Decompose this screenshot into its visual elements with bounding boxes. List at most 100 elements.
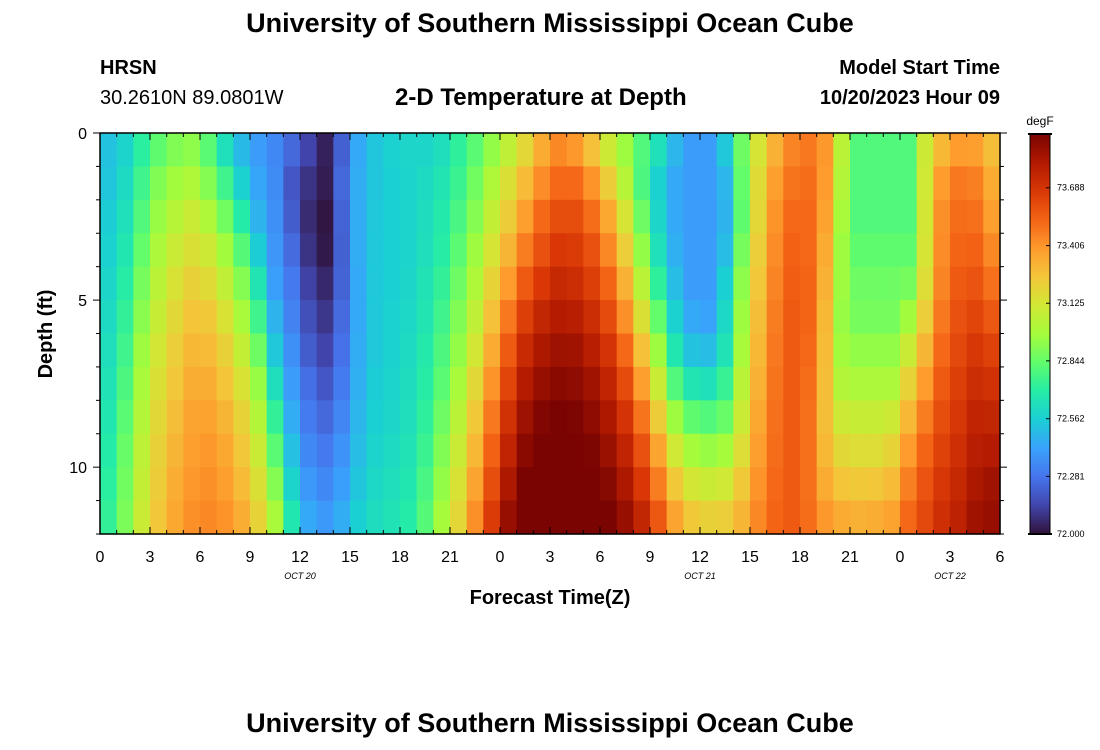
- heatmap-cell: [916, 266, 934, 301]
- heatmap-cell: [216, 166, 234, 201]
- heatmap-cell: [150, 300, 168, 335]
- heatmap-cell: [116, 500, 134, 535]
- heatmap-cell: [550, 366, 568, 401]
- heatmap-cell: [333, 366, 351, 401]
- heatmap-cell: [700, 300, 718, 335]
- heatmap-cell: [583, 266, 601, 301]
- heatmap-cell: [183, 166, 201, 201]
- heatmap-cell: [966, 266, 984, 301]
- heatmap-cell: [866, 467, 884, 502]
- heatmap-cell: [100, 366, 118, 401]
- heatmap-cell: [183, 133, 201, 168]
- heatmap-cell: [300, 400, 318, 435]
- heatmap-cell: [916, 467, 934, 502]
- heatmap-cell: [266, 133, 284, 168]
- heatmap-cell: [383, 300, 401, 335]
- heatmap-cell: [733, 433, 751, 468]
- heatmap-cell: [516, 467, 534, 502]
- heatmap-cell: [316, 300, 334, 335]
- heatmap-cell: [883, 366, 901, 401]
- heatmap-cell: [200, 233, 218, 268]
- heatmap-cell: [450, 133, 468, 168]
- heatmap-cell: [550, 333, 568, 368]
- heatmap-cell: [433, 266, 451, 301]
- heatmap-cell: [350, 400, 368, 435]
- heatmap-cell: [583, 133, 601, 168]
- heatmap-cell: [616, 433, 634, 468]
- heatmap-cell: [350, 433, 368, 468]
- heatmap-cell: [166, 199, 184, 234]
- heatmap-cell: [300, 233, 318, 268]
- heatmap-cell: [116, 199, 134, 234]
- date-label: OCT 22: [934, 571, 966, 581]
- x-tick-label: 9: [646, 549, 655, 566]
- heatmap-cell: [983, 300, 1001, 335]
- y-tick-label: 10: [69, 460, 87, 477]
- heatmap-cell: [116, 400, 134, 435]
- heatmap-cell: [250, 500, 268, 535]
- heatmap-cell: [216, 333, 234, 368]
- heatmap-cell: [800, 467, 818, 502]
- heatmap-cell: [683, 366, 701, 401]
- heatmap-cell: [250, 266, 268, 301]
- heatmap-cell: [416, 300, 434, 335]
- heatmap-cell: [533, 467, 551, 502]
- heatmap-cell: [350, 133, 368, 168]
- heatmap-cell: [750, 400, 768, 435]
- heatmap-cell: [116, 166, 134, 201]
- heatmap-cell: [516, 166, 534, 201]
- heatmap-cell: [933, 500, 951, 535]
- heatmap-cell: [133, 199, 151, 234]
- heatmap-cell: [683, 233, 701, 268]
- heatmap-cell: [916, 500, 934, 535]
- heatmap-cell: [366, 333, 384, 368]
- heatmap-cell: [283, 233, 301, 268]
- heatmap-cell: [116, 300, 134, 335]
- heatmap-cell: [700, 333, 718, 368]
- heatmap-cell: [250, 199, 268, 234]
- heatmap-cell: [966, 199, 984, 234]
- heatmap-cell: [866, 333, 884, 368]
- heatmap-cell: [500, 166, 518, 201]
- heatmap-cell: [550, 266, 568, 301]
- heatmap-cell: [583, 467, 601, 502]
- heatmap-cell: [750, 266, 768, 301]
- heatmap-cell: [850, 266, 868, 301]
- heatmap-cell: [900, 233, 918, 268]
- heatmap-cell: [366, 133, 384, 168]
- heatmap-cell: [116, 133, 134, 168]
- heatmap-cell: [800, 233, 818, 268]
- heatmap-cell: [133, 400, 151, 435]
- heatmap-cell: [833, 467, 851, 502]
- heatmap-cell: [933, 467, 951, 502]
- heatmap-cell: [500, 300, 518, 335]
- heatmap-cell: [216, 300, 234, 335]
- heatmap-cell: [400, 400, 418, 435]
- heatmap-cell: [650, 133, 668, 168]
- heatmap-cell: [933, 133, 951, 168]
- heatmap-cell: [566, 233, 584, 268]
- heatmap-cell: [866, 133, 884, 168]
- heatmap-cell: [516, 333, 534, 368]
- heatmap-cell: [666, 199, 684, 234]
- heatmap-cell: [516, 133, 534, 168]
- heatmap-cell: [383, 133, 401, 168]
- date-label: OCT 21: [684, 571, 716, 581]
- heatmap-cell: [883, 400, 901, 435]
- heatmap-cell: [766, 133, 784, 168]
- heatmap-cell: [750, 433, 768, 468]
- heatmap-cell: [616, 400, 634, 435]
- heatmap-cell: [466, 233, 484, 268]
- heatmap-cell: [950, 233, 968, 268]
- heatmap-cell: [800, 433, 818, 468]
- heatmap-cell: [383, 266, 401, 301]
- heatmap-cell: [650, 400, 668, 435]
- heatmap-cell: [200, 433, 218, 468]
- heatmap-cell: [100, 133, 118, 168]
- heatmap-cell: [250, 233, 268, 268]
- heatmap-cell: [966, 333, 984, 368]
- heatmap-cell: [383, 366, 401, 401]
- heatmap-cell: [166, 133, 184, 168]
- heatmap-cell: [150, 400, 168, 435]
- x-tick-label: 15: [341, 549, 359, 566]
